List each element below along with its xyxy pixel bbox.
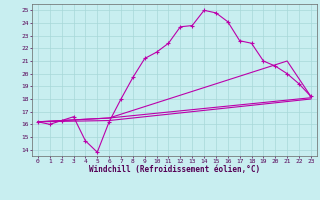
X-axis label: Windchill (Refroidissement éolien,°C): Windchill (Refroidissement éolien,°C) (89, 165, 260, 174)
